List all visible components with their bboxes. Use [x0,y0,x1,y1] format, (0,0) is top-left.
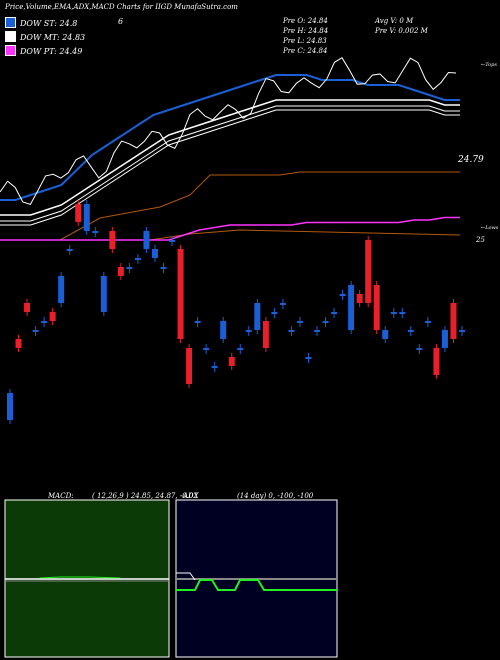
legend-dow-st: DOW ST: 24.8 [5,17,77,28]
ema-line-dow-st [0,74,460,201]
last-price-label: 24.79 [458,155,484,165]
ema-band-line-1 [0,109,460,226]
marker-label: 6 [118,17,124,26]
candle-47 [407,330,414,332]
candle-11 [100,276,107,312]
prev-volume: Pre V: 0.002 M [375,27,428,35]
level-label: 25 [476,236,485,244]
candle-22 [194,321,201,323]
candle-2 [24,303,31,312]
candle-48 [416,348,423,350]
candle-3 [32,330,39,332]
lows-label: ←Lows [481,225,499,231]
candles [7,200,465,424]
prev-low: Pre L: 24.83 [283,37,327,45]
candle-28 [245,330,252,332]
candle-9 [83,204,90,231]
candle-41 [356,294,363,303]
candle-7 [66,249,73,251]
macd-histogram [39,576,121,579]
adx-label: ADX [183,492,199,500]
legend-dow-st-label: DOW ST: 24.8 [20,19,78,28]
legend-dow-pt-label: DOW PT: 24.49 [20,47,83,56]
swatch-dow-mt [5,31,16,42]
swatch-dow-st [5,17,16,28]
prev-open: Pre O: 24.84 [283,17,328,25]
candle-27 [237,348,244,350]
candle-34 [296,321,303,323]
candle-1 [15,339,22,348]
candle-29 [254,303,261,330]
adx-params: (14 day) 0, -100, -100 [237,492,314,500]
candle-23 [203,348,210,350]
candle-42 [365,240,372,303]
candle-32 [279,303,286,305]
candle-43 [373,285,380,330]
upper-band-line [0,171,460,241]
candle-33 [288,330,295,332]
ema-lines [0,57,460,241]
candle-19 [169,240,176,242]
candle-40 [348,285,355,330]
candle-52 [450,303,457,339]
candle-26 [228,357,235,366]
ema-line-dow-pt [0,216,460,241]
candle-36 [314,330,321,332]
candle-15 [134,258,141,260]
candle-50 [433,348,440,375]
candle-16 [143,231,150,249]
legend-dow-pt: DOW PT: 24.49 [5,45,82,56]
candle-20 [177,249,184,339]
candle-44 [382,330,389,339]
legend-dow-mt: DOW MT: 24.83 [5,31,85,42]
candle-39 [339,294,346,296]
ema-line-dow-mt [0,99,460,216]
candle-37 [322,321,329,323]
candle-24 [211,366,218,368]
candle-14 [126,267,133,269]
prev-high: Pre H: 24.84 [283,27,329,35]
candle-46 [399,312,406,314]
candle-4 [41,321,48,323]
candle-25 [220,321,227,339]
candle-13 [117,267,124,276]
candle-18 [160,267,167,269]
candle-35 [305,357,312,359]
candle-31 [271,312,278,314]
adx-minus-di [176,572,196,581]
candle-45 [390,312,397,314]
candle-10 [92,231,99,233]
candle-30 [262,321,269,348]
candle-17 [151,249,158,258]
candle-12 [109,231,116,249]
indicator-panels [4,499,338,658]
ema-band-line-0 [0,105,460,222]
macd-label: MACD: [48,492,74,500]
chart-title: Price,Volume,EMA,ADX,MACD Charts for IIG… [5,3,238,11]
candle-49 [424,321,431,323]
swatch-dow-pt [5,45,16,56]
candle-0 [7,393,13,420]
avg-volume: Avg V: 0 M [375,17,414,25]
price-line [0,57,457,205]
candle-53 [459,330,465,332]
adx-plus-di [176,579,337,591]
candle-8 [75,204,82,222]
candle-5 [49,312,56,321]
legend-dow-mt-label: DOW MT: 24.83 [20,33,86,42]
candle-21 [186,348,193,384]
macd-params: ( 12,26,9 ) 24.85, 24.87, -0.02 [92,492,198,500]
prev-close: Pre C: 24.84 [283,47,328,55]
candle-51 [441,330,448,348]
candle-6 [58,276,65,303]
candle-38 [331,312,338,314]
tops-label: ←Tops [481,62,497,68]
